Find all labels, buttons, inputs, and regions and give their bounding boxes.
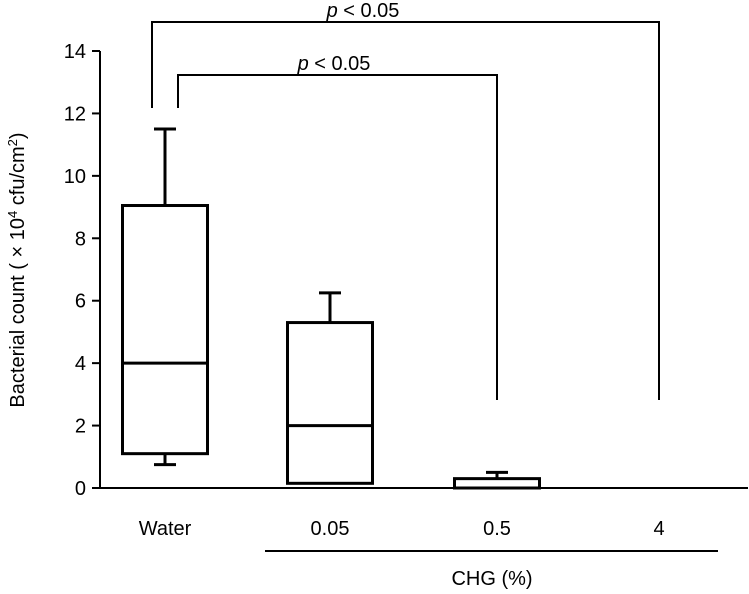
y-tick-label: 2 bbox=[75, 416, 86, 438]
x-category-label: 4 bbox=[653, 518, 664, 540]
box-iqr bbox=[453, 477, 541, 490]
x-category-label: Water bbox=[139, 518, 192, 540]
box-1 bbox=[286, 291, 374, 485]
box-iqr bbox=[286, 321, 374, 485]
group-label: CHG (%) bbox=[451, 568, 532, 590]
y-tick-label: 10 bbox=[64, 166, 86, 188]
significance-bracket-0: p < 0.05 bbox=[151, 0, 660, 400]
significance-bracket-1: p < 0.05 bbox=[177, 53, 498, 400]
box-2 bbox=[453, 470, 541, 490]
y-tick-label: 14 bbox=[64, 41, 86, 63]
significance-brackets: p < 0.05 p < 0.05 bbox=[151, 0, 660, 400]
x-category-label: 0.5 bbox=[483, 518, 511, 540]
axes: 0 2 4 6 8 10 12 14 Water 0.05 0.5 4 bbox=[64, 41, 748, 540]
box-0 bbox=[121, 127, 209, 467]
significance-label: p < 0.05 bbox=[297, 53, 371, 75]
y-axis-title: Bacterial count ( × 104 cfu/cm2) bbox=[5, 132, 30, 407]
bracket-line bbox=[177, 74, 498, 400]
x-category-label: 0.05 bbox=[311, 518, 350, 540]
boxes bbox=[121, 127, 541, 490]
y-tick-label: 8 bbox=[75, 228, 86, 250]
significance-label: p < 0.05 bbox=[326, 0, 400, 22]
y-tick-label: 4 bbox=[75, 353, 86, 375]
box-iqr bbox=[121, 204, 209, 456]
y-tick-label: 12 bbox=[64, 103, 86, 125]
y-tick-label: 0 bbox=[75, 478, 86, 500]
bracket-line bbox=[151, 21, 660, 400]
y-tick-label: 6 bbox=[75, 291, 86, 313]
